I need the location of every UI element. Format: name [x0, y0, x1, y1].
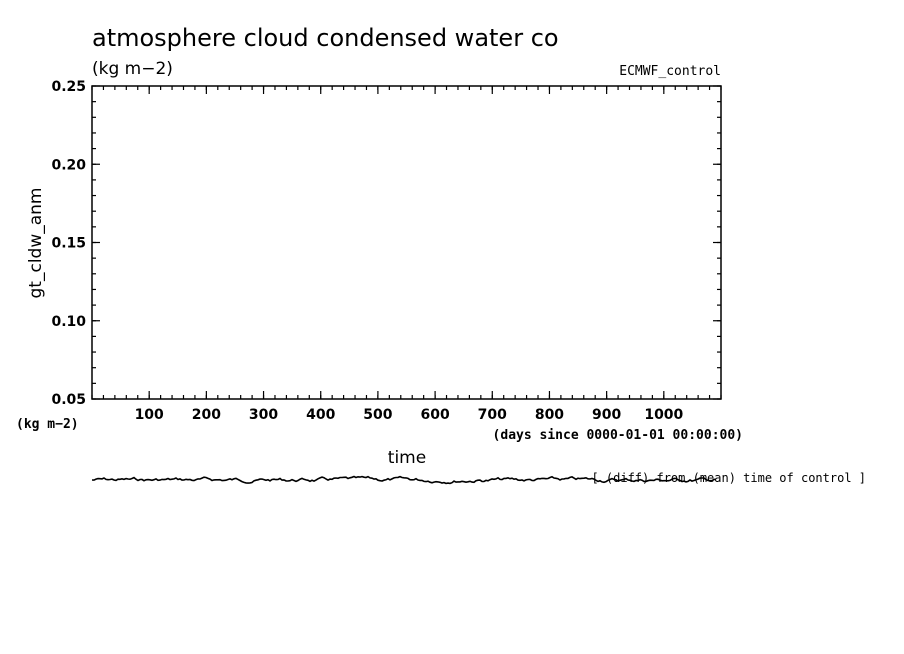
x-axis-label: time [388, 448, 426, 468]
y-tick-label: 0.25 [51, 79, 86, 95]
chart-subtitle: (kg m−2) [92, 59, 173, 79]
x-tick-label: 700 [478, 407, 507, 423]
y-tick-label: 0.10 [51, 314, 86, 330]
dataset-label: ECMWF_control [619, 64, 721, 79]
y-axis-unit: (kg m−2) [16, 417, 79, 432]
x-tick-label: 600 [420, 407, 449, 423]
note-text: [ (diff) from (mean) time of control ] [591, 471, 866, 485]
series-line [91, 475, 716, 485]
x-tick-label: 900 [592, 407, 621, 423]
y-tick-label: 0.05 [51, 392, 86, 408]
y-axis: 0.05 0.10 0.15 0.20 0.25 [51, 79, 721, 408]
x-tick-label: 800 [535, 407, 564, 423]
y-tick-label: 0.15 [51, 236, 86, 252]
y-axis-label: gt_cldw_anm [26, 188, 46, 299]
chart-title: atmosphere cloud condensed water co [92, 24, 559, 52]
x-tick-label: 200 [192, 407, 221, 423]
y-minor-ticks [92, 85, 721, 400]
x-tick-label: 1000 [644, 407, 683, 423]
plot-frame [91, 85, 722, 400]
x-tick-label: 500 [363, 407, 392, 423]
x-minor-ticks [91, 86, 722, 399]
x-axis: 100 200 300 400 500 600 700 800 900 1000 [135, 86, 684, 423]
x-tick-label: 300 [249, 407, 278, 423]
x-tick-label: 400 [306, 407, 335, 423]
x-axis-unit: (days since 0000-01-01 00:00:00) [493, 428, 743, 443]
y-tick-label: 0.20 [51, 157, 86, 173]
x-tick-label: 100 [135, 407, 164, 423]
